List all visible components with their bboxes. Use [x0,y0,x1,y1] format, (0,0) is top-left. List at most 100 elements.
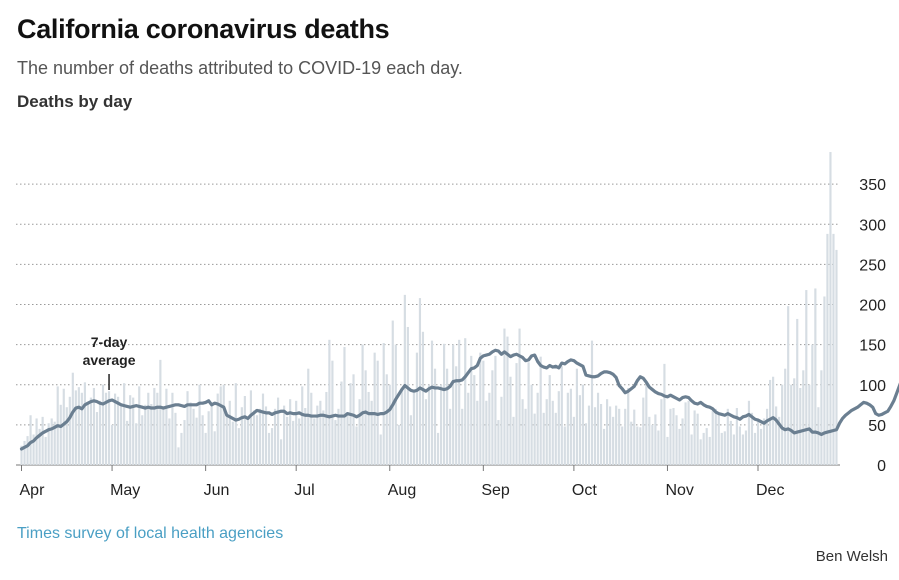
daily-bar [101,384,105,465]
daily-bar [678,428,681,465]
daily-bar [575,368,578,465]
daily-bar [787,306,790,465]
daily-bar [672,408,675,465]
daily-bar [98,400,102,465]
daily-bar [430,340,434,465]
daily-bar [750,412,754,465]
daily-bar [310,392,313,465]
daily-bar [213,431,216,465]
daily-bar [421,331,425,465]
daily-bar [355,426,358,465]
daily-bar [633,409,636,465]
daily-bar [313,418,316,465]
daily-bar [95,412,99,465]
daily-bar [503,328,506,465]
x-tick-label: May [110,482,140,499]
daily-bar [732,434,735,465]
daily-bar [367,391,370,465]
daily-bar [762,418,766,465]
daily-bar [237,428,240,465]
x-tick-label: Dec [756,482,784,499]
daily-bar [533,413,536,465]
daily-bar [107,391,111,465]
x-tick-label: Nov [665,482,693,499]
daily-bar [720,432,723,465]
daily-bar [231,421,234,465]
daily-bar [62,388,65,465]
y-tick-label: 0 [877,458,886,475]
daily-bar [144,404,147,465]
daily-bar [361,344,364,466]
daily-bar [711,410,714,465]
daily-bar [325,391,328,465]
daily-bar [479,352,482,465]
daily-bar [270,428,274,465]
daily-bar [458,339,461,465]
daily-bar [418,298,422,465]
daily-bar [491,370,494,465]
daily-bar [775,406,778,465]
daily-bar [104,392,108,465]
daily-bar [524,408,527,465]
daily-bar [80,392,83,465]
daily-bar [536,392,539,465]
daily-bar [276,397,280,465]
daily-bar [439,384,443,465]
daily-bar [587,405,591,465]
daily-bar [551,400,554,465]
daily-bar [621,426,624,465]
daily-bar [264,406,268,465]
daily-bar [44,436,47,465]
x-tick-label: Jun [204,482,230,499]
daily-bar [147,392,150,465]
daily-bar [455,366,458,465]
daily-bar [790,384,793,465]
daily-bar [286,416,289,465]
source-link[interactable]: Times survey of local health agencies [17,525,284,542]
daily-bar [473,375,476,465]
y-tick-label: 200 [859,298,886,315]
daily-bar [207,411,210,465]
daily-bar [542,412,545,465]
y-tick-label: 350 [859,177,886,194]
daily-bar [23,440,26,465]
x-tick-label: Oct [572,482,597,499]
x-tick-label: Jul [294,482,314,499]
daily-bar [485,400,488,465]
daily-bar [708,436,711,465]
daily-bar [225,416,228,465]
daily-bar [696,413,699,465]
daily-bar [506,336,509,465]
daily-bar [68,396,71,465]
daily-bar [832,233,835,465]
daily-bar [334,420,337,465]
daily-bar [738,426,741,465]
daily-bar [382,343,385,465]
daily-bar [397,424,400,466]
daily-bar [663,363,666,465]
daily-bar [273,408,277,465]
daily-bar [255,415,259,465]
daily-bar [222,384,225,465]
daily-bar [249,390,252,465]
daily-bar [811,344,814,466]
daily-bar [171,392,174,465]
daily-bar [799,387,802,465]
daily-bar [340,381,343,465]
daily-bar [615,405,618,465]
daily-bar [406,326,409,465]
daily-bar [726,408,729,465]
daily-bar [500,396,503,465]
daily-bar [192,408,195,465]
daily-bar [497,420,500,465]
daily-bar [289,399,292,465]
daily-bar [805,290,808,465]
daily-bar [204,432,207,465]
daily-bar [47,423,50,465]
daily-bar [648,416,651,465]
daily-bar [823,296,826,465]
daily-bar [186,391,189,465]
daily-bar [470,355,473,465]
daily-bar [690,434,693,465]
daily-bar [557,391,560,465]
